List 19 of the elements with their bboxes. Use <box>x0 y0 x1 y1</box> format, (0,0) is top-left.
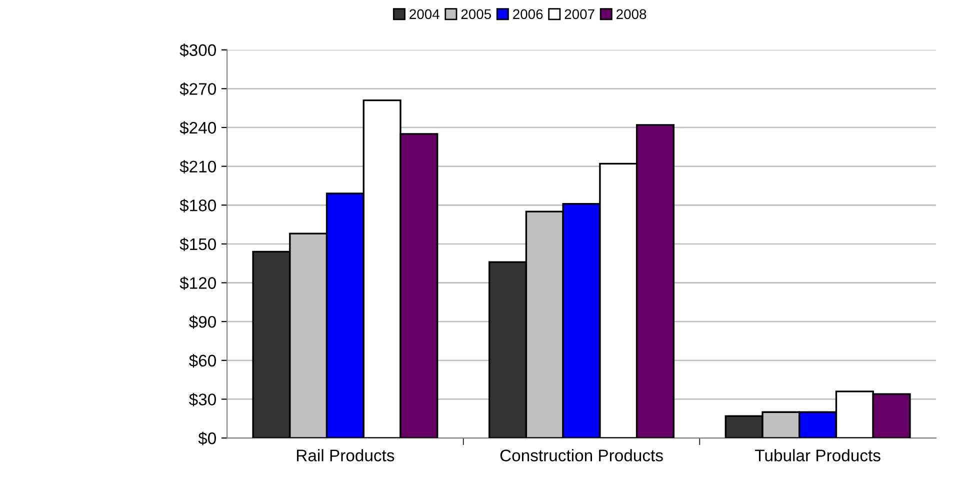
y-tick-label: $90 <box>189 315 216 329</box>
y-tick-label: $240 <box>180 121 216 135</box>
legend-label: 2007 <box>564 9 594 20</box>
y-tick-label: $30 <box>189 392 216 406</box>
y-tick-label: $300 <box>180 44 216 58</box>
legend-label: 2006 <box>513 9 543 20</box>
y-tick-label: $150 <box>180 238 216 252</box>
y-tick-label: $180 <box>180 198 216 212</box>
y-tick-label: $0 <box>198 432 216 446</box>
y-tick-label: $120 <box>180 276 216 290</box>
x-tick-label: Rail Products <box>297 449 394 462</box>
y-tick-label: $60 <box>189 354 216 368</box>
y-tick-label: $270 <box>180 82 216 96</box>
legend-label: 2008 <box>616 9 646 20</box>
x-tick-label: Construction Products <box>500 449 663 462</box>
x-tick-label: Tubular Products <box>755 449 880 462</box>
y-tick-label: $210 <box>180 160 216 174</box>
legend-label: 2005 <box>461 9 491 20</box>
legend-label: 2004 <box>410 9 440 20</box>
